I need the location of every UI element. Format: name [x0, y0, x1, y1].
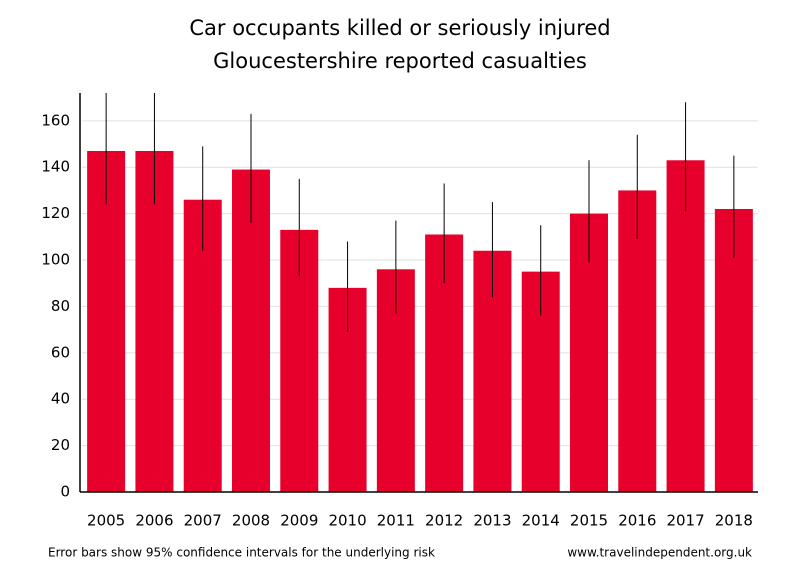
bar: [232, 169, 270, 493]
bar: [135, 150, 174, 492]
y-tick-label: 80: [51, 297, 70, 315]
x-tick-label: 2010: [328, 512, 366, 530]
footnote: Error bars show 95% confidence intervals…: [48, 546, 435, 560]
chart-title: Car occupants killed or seriously injure…: [189, 16, 610, 40]
y-tick-label: 140: [41, 158, 70, 176]
x-tick-label: 2006: [135, 512, 173, 530]
y-tick-label: 60: [51, 343, 70, 361]
x-tick-label: 2009: [280, 512, 318, 530]
y-tick-label: 120: [41, 204, 70, 222]
y-tick-label: 160: [41, 111, 70, 129]
bar: [618, 190, 657, 492]
y-tick-label: 0: [60, 483, 70, 501]
x-tick-label: 2005: [87, 512, 125, 530]
x-tick-label: 2012: [425, 512, 463, 530]
x-tick-label: 2014: [522, 512, 560, 530]
x-tick-label: 2015: [570, 512, 608, 530]
x-tick-label: 2016: [618, 512, 656, 530]
x-tick-label: 2011: [377, 512, 415, 530]
x-tick-label: 2007: [184, 512, 222, 530]
y-tick-label: 20: [51, 436, 70, 454]
source: www.travelindependent.org.uk: [567, 546, 752, 560]
x-tick-label: 2013: [473, 512, 511, 530]
x-tick-label: 2017: [666, 512, 704, 530]
bar: [666, 160, 705, 492]
bar: [87, 150, 126, 492]
y-tick-label: 100: [41, 251, 70, 269]
x-tick-label: 2018: [715, 512, 753, 530]
chart-subtitle: Gloucestershire reported casualties: [213, 49, 587, 73]
y-tick-label: 40: [51, 390, 70, 408]
x-tick-label: 2008: [232, 512, 270, 530]
